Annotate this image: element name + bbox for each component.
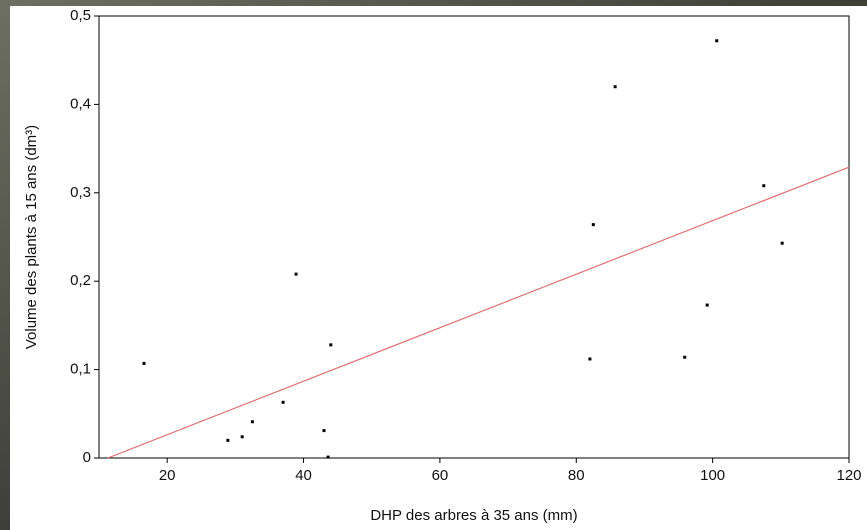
- point: [226, 438, 230, 442]
- point: [591, 223, 595, 227]
- x-tick-label: 120: [836, 467, 861, 484]
- y-tick-label: 0,5: [70, 7, 91, 24]
- point: [762, 184, 766, 188]
- x-axis-label: DHP des arbres à 35 ans (mm): [370, 507, 577, 524]
- y-axis-label: Volume des plants à 15 ans (dm³): [23, 125, 40, 349]
- y-tick-label: 0,4: [70, 95, 91, 112]
- y-tick-label: 0: [83, 449, 91, 466]
- point: [142, 361, 146, 365]
- y-tick-label: 0,2: [70, 272, 91, 289]
- point: [294, 272, 298, 276]
- point: [683, 355, 687, 359]
- point: [613, 85, 617, 89]
- point: [240, 435, 244, 439]
- x-tick-label: 20: [159, 467, 176, 484]
- x-tick-label: 40: [295, 467, 312, 484]
- trendline: [107, 166, 850, 459]
- y-tick-label: 0,1: [70, 361, 91, 378]
- point: [780, 241, 784, 245]
- point: [588, 357, 592, 361]
- x-tick-label: 60: [432, 467, 449, 484]
- point: [322, 429, 326, 433]
- x-tick-label: 80: [568, 467, 585, 484]
- chart-panel: [10, 6, 867, 530]
- x-tick-label: 100: [700, 467, 725, 484]
- y-tick-label: 0,3: [70, 184, 91, 201]
- point: [705, 303, 709, 307]
- plot-frame: [98, 15, 850, 459]
- point: [326, 455, 330, 459]
- point: [281, 400, 285, 404]
- point: [329, 343, 333, 347]
- point: [715, 39, 719, 43]
- point: [250, 420, 254, 424]
